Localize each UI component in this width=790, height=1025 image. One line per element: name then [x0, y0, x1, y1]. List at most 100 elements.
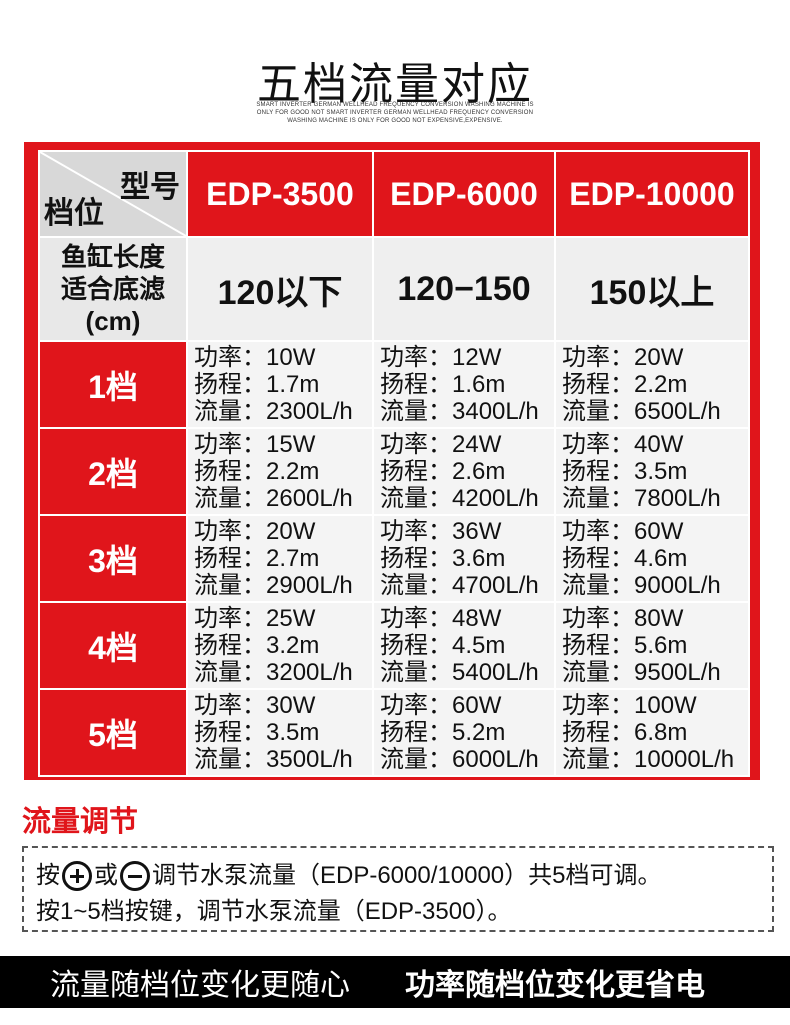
subtitle-line: WASHING MACHINE IS ONLY FOR GOOD NOT EXP… — [287, 118, 503, 124]
spec-flow: 流量：9500L/h — [562, 659, 721, 686]
footer-banner: 流量随档位变化更随心 功率随档位变化更省电 — [0, 956, 790, 1008]
spec-cell: 功率：100W 扬程：6.8m 流量：10000L/h — [554, 688, 750, 777]
spec-cell: 功率：80W 扬程：5.6m 流量：9500L/h — [554, 601, 750, 690]
spec-cell: 功率：12W 扬程：1.6m 流量：3400L/h — [372, 340, 556, 429]
page-subtitle: SMART INVERTER GERMAN WELLHEAD FREQUENCY… — [195, 101, 595, 125]
table-corner-cell: 型号 档位 — [38, 150, 188, 238]
note-line-2: 按1~5档按键，调节水泵流量（EDP-3500）。 — [36, 894, 772, 930]
note-line-1: 按 或 调节水泵流量（EDP-6000/10000）共5档可调。 — [36, 858, 772, 894]
spec-head: 扬程：4.6m — [562, 545, 688, 572]
tank-label-line: 适合底滤 — [60, 274, 165, 304]
spec-cell: 功率：15W 扬程：2.2m 流量：2600L/h — [186, 427, 374, 516]
spec-head: 扬程：5.6m — [562, 632, 688, 659]
corner-diagonal-line — [40, 152, 186, 236]
spec-flow: 流量：6000L/h — [380, 746, 539, 773]
page-title: 五档流量对应 — [257, 59, 533, 110]
note-text: 按 — [36, 862, 60, 889]
model-header-edp10000: EDP-10000 — [554, 150, 750, 238]
spec-flow: 流量：7800L/h — [562, 485, 721, 512]
tank-length-value: 120−150 — [372, 236, 556, 342]
model-header-edp3500: EDP-3500 — [186, 150, 374, 238]
minus-circle-icon — [120, 861, 150, 891]
spec-table: 型号 档位 EDP-3500 EDP-6000 EDP-10000 鱼缸长度 适… — [38, 150, 750, 777]
tank-length-value: 120以下 — [186, 236, 374, 342]
spec-power: 功率：60W — [380, 692, 502, 719]
tank-label-line: 鱼缸长度 — [60, 242, 165, 272]
spec-flow: 流量：3200L/h — [194, 659, 353, 686]
gear-label: 1档 — [38, 340, 188, 429]
spec-power: 功率：12W — [380, 344, 502, 371]
spec-head: 扬程：2.2m — [194, 458, 320, 485]
spec-cell: 功率：36W 扬程：3.6m 流量：4700L/h — [372, 514, 556, 603]
spec-cell: 功率：30W 扬程：3.5m 流量：3500L/h — [186, 688, 374, 777]
spec-flow: 流量：3400L/h — [380, 398, 539, 425]
model-header-edp6000: EDP-6000 — [372, 150, 556, 238]
spec-cell: 功率：20W 扬程：2.7m 流量：2900L/h — [186, 514, 374, 603]
tank-label-line: (cm) — [85, 306, 141, 336]
footer-slogan-left: 流量随档位变化更随心 — [50, 969, 350, 1002]
spec-power: 功率：30W — [194, 692, 316, 719]
tank-length-row: 鱼缸长度 适合底滤 (cm) 120以下 120−150 150以上 — [38, 236, 750, 342]
spec-flow: 流量：3500L/h — [194, 746, 353, 773]
spec-power: 功率：40W — [562, 431, 684, 458]
flow-adjust-heading: 流量调节 — [22, 806, 139, 838]
spec-head: 扬程：1.7m — [194, 371, 320, 398]
spec-cell: 功率：24W 扬程：2.6m 流量：4200L/h — [372, 427, 556, 516]
spec-flow: 流量：4200L/h — [380, 485, 539, 512]
spec-power: 功率：24W — [380, 431, 502, 458]
spec-power: 功率：10W — [194, 344, 316, 371]
gear-label: 2档 — [38, 427, 188, 516]
corner-label-model: 型号 — [120, 171, 180, 204]
spec-flow: 流量：6500L/h — [562, 398, 721, 425]
spec-table-panel: 型号 档位 EDP-3500 EDP-6000 EDP-10000 鱼缸长度 适… — [24, 142, 760, 780]
spec-head: 扬程：5.2m — [380, 719, 506, 746]
note-text: 按1~5档按键，调节水泵流量（EDP-3500）。 — [36, 898, 512, 925]
model-header-row: 型号 档位 EDP-3500 EDP-6000 EDP-10000 — [38, 150, 750, 238]
spec-head: 扬程：3.5m — [194, 719, 320, 746]
spec-power: 功率：48W — [380, 605, 502, 632]
note-text: 或 — [94, 862, 118, 889]
spec-head: 扬程：4.5m — [380, 632, 506, 659]
spec-cell: 功率：10W 扬程：1.7m 流量：2300L/h — [186, 340, 374, 429]
spec-flow: 流量：2300L/h — [194, 398, 353, 425]
spec-power: 功率：20W — [194, 518, 316, 545]
note-text: 调节水泵流量（EDP-6000/10000）共5档可调。 — [152, 862, 662, 889]
spec-cell: 功率：25W 扬程：3.2m 流量：3200L/h — [186, 601, 374, 690]
spec-cell: 功率：48W 扬程：4.5m 流量：5400L/h — [372, 601, 556, 690]
spec-power: 功率：100W — [562, 692, 697, 719]
spec-power: 功率：36W — [380, 518, 502, 545]
spec-power: 功率：25W — [194, 605, 316, 632]
spec-flow: 流量：4700L/h — [380, 572, 539, 599]
spec-head: 扬程：2.7m — [194, 545, 320, 572]
spec-head: 扬程：3.6m — [380, 545, 506, 572]
spec-cell: 功率：40W 扬程：3.5m 流量：7800L/h — [554, 427, 750, 516]
spec-power: 功率：60W — [562, 518, 684, 545]
spec-cell: 功率：20W 扬程：2.2m 流量：6500L/h — [554, 340, 750, 429]
spec-power: 功率：80W — [562, 605, 684, 632]
plus-circle-icon — [62, 861, 92, 891]
spec-flow: 流量：2600L/h — [194, 485, 353, 512]
gear-row-3: 3档 功率：20W 扬程：2.7m 流量：2900L/h 功率：36W 扬程：3.6m… — [38, 514, 750, 603]
gear-row-2: 2档 功率：15W 扬程：2.2m 流量：2600L/h 功率：24W 扬程：2.6m… — [38, 427, 750, 516]
gear-label: 5档 — [38, 688, 188, 777]
spec-head: 扬程：2.6m — [380, 458, 506, 485]
spec-flow: 流量：10000L/h — [562, 746, 735, 773]
corner-label-gear: 档位 — [44, 197, 104, 230]
subtitle-line: SMART INVERTER GERMAN WELLHEAD FREQUENCY… — [256, 102, 534, 108]
tank-length-label: 鱼缸长度 适合底滤 (cm) — [38, 236, 188, 342]
gear-label: 4档 — [38, 601, 188, 690]
spec-flow: 流量：2900L/h — [194, 572, 353, 599]
gear-row-4: 4档 功率：25W 扬程：3.2m 流量：3200L/h 功率：48W 扬程：4.5m… — [38, 601, 750, 690]
spec-cell: 功率：60W 扬程：5.2m 流量：6000L/h — [372, 688, 556, 777]
spec-head: 扬程：3.5m — [562, 458, 688, 485]
gear-row-1: 1档 功率：10W 扬程：1.7m 流量：2300L/h 功率：12W 扬程：1.6m… — [38, 340, 750, 429]
subtitle-line: ONLY FOR GOOD NOT SMART INVERTER GERMAN … — [256, 110, 534, 116]
spec-head: 扬程：6.8m — [562, 719, 688, 746]
flow-adjust-note: 按 或 调节水泵流量（EDP-6000/10000）共5档可调。 按1~5档按键… — [22, 846, 774, 932]
spec-cell: 功率：60W 扬程：4.6m 流量：9000L/h — [554, 514, 750, 603]
spec-flow: 流量：5400L/h — [380, 659, 539, 686]
gear-row-5: 5档 功率：30W 扬程：3.5m 流量：3500L/h 功率：60W 扬程：5.2m… — [38, 688, 750, 777]
spec-head: 扬程：1.6m — [380, 371, 506, 398]
spec-flow: 流量：9000L/h — [562, 572, 721, 599]
spec-head: 扬程：2.2m — [562, 371, 688, 398]
